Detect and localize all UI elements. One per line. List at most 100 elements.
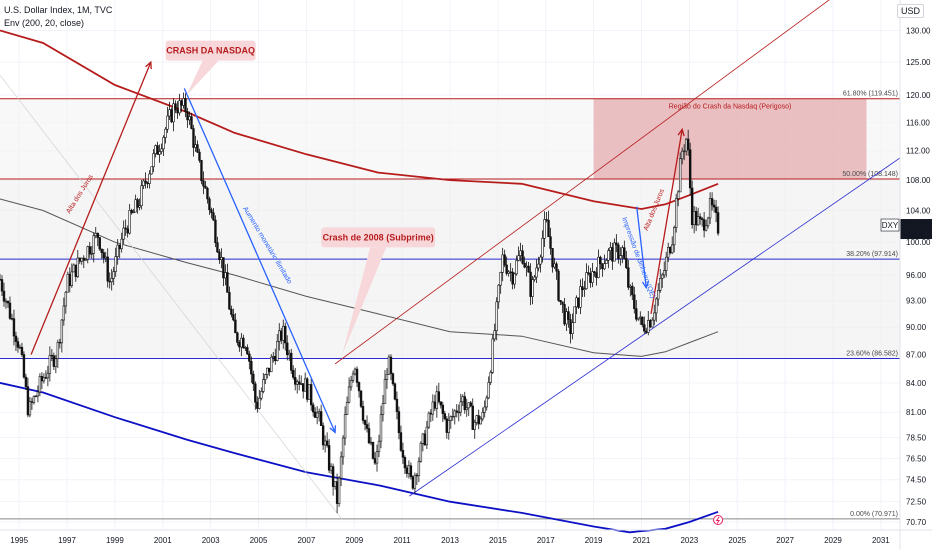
candle-body [162, 137, 165, 150]
candle-body [72, 264, 76, 273]
indicator-legend[interactable]: Env (200, 20, close) [4, 18, 85, 28]
candle-body [128, 210, 131, 234]
candle-body [299, 383, 303, 385]
candle-body [471, 405, 474, 430]
candle-body [327, 445, 331, 471]
candle-body [82, 257, 85, 261]
y-tick-label: 104.00 [906, 207, 931, 216]
candle-body [487, 382, 490, 399]
candle-body [190, 116, 193, 129]
candle-body [96, 232, 99, 238]
candle-body [140, 185, 143, 206]
fib-label: 50.00% (108.148) [842, 171, 898, 178]
candle-body [54, 358, 58, 367]
candle-body [511, 271, 514, 285]
candle-body [631, 285, 634, 296]
candle-body [445, 418, 449, 433]
candle-body [62, 305, 66, 321]
candle-body [661, 274, 664, 279]
candle-body [535, 267, 538, 278]
candle-body [369, 441, 373, 444]
candle-body [529, 271, 532, 297]
candle-body [32, 396, 36, 403]
candle-body [288, 352, 291, 356]
candle-body [16, 341, 20, 348]
danger-zone-label: Região do Crash da Nasdaq (Perigoso) [669, 104, 792, 111]
candle-body [481, 411, 484, 420]
candle-body [102, 252, 105, 259]
arrow-rates-up-2 [650, 129, 683, 314]
candle-body [393, 383, 397, 400]
candle-body [270, 356, 273, 373]
candle-body [473, 422, 476, 430]
candle-body [547, 219, 550, 238]
candle-body [160, 148, 163, 152]
candle-body [305, 378, 309, 400]
candle-body [250, 361, 253, 375]
candle-body [80, 257, 83, 262]
candle-body [441, 404, 445, 414]
candle-body [335, 481, 339, 504]
candle-body [515, 260, 518, 275]
candle-body [425, 426, 429, 446]
candle-body [519, 250, 522, 256]
candle-body [389, 356, 393, 374]
candle-body [585, 272, 588, 289]
candle-body [192, 128, 195, 148]
candle-body [551, 248, 554, 268]
candle-body [377, 440, 381, 452]
candle-body [337, 477, 341, 504]
arrow-qe [636, 206, 647, 288]
candle-body [684, 138, 688, 152]
candle-body [443, 413, 447, 420]
candle-body [451, 415, 454, 418]
candle-body [170, 109, 173, 123]
x-tick-label: 2027 [776, 536, 794, 545]
candle-body [533, 276, 536, 280]
arrow-rates-up-1-head [145, 60, 152, 70]
candle-body [653, 312, 656, 321]
candle-body [541, 238, 544, 258]
candle-body [716, 212, 720, 234]
candle-body [8, 302, 12, 319]
candle-body [698, 216, 702, 219]
candle-body [591, 271, 594, 283]
candle-body [246, 347, 249, 355]
candle-body [294, 377, 297, 385]
candle-body [142, 180, 145, 187]
candle-body [224, 272, 227, 279]
candle-body [188, 116, 191, 121]
candle-body [449, 416, 452, 421]
currency-button[interactable]: USD [896, 4, 924, 18]
candle-body [144, 180, 147, 184]
candle-body [122, 227, 125, 240]
candle-body [507, 271, 510, 274]
candle-body [12, 318, 16, 337]
candle-body [692, 211, 696, 226]
candle-body [108, 280, 111, 283]
candle-body [561, 301, 564, 305]
y-tick-label: 81.00 [906, 408, 927, 417]
y-tick-label: 93.00 [906, 297, 927, 306]
candle-body [619, 255, 622, 259]
candle-body [272, 356, 275, 358]
y-tick-label: 72.50 [906, 498, 927, 507]
candle-body [134, 199, 137, 213]
candle-body [483, 406, 486, 413]
price-badge [900, 219, 932, 240]
candle-body [615, 242, 618, 246]
candle-body [379, 414, 383, 442]
candle-body [347, 386, 351, 403]
candle-body [124, 227, 127, 230]
candle-body [696, 216, 700, 226]
candle-body [78, 257, 81, 262]
candle-body [477, 415, 480, 425]
candle-body [663, 270, 666, 276]
candle-body [44, 377, 48, 379]
candle-body [635, 308, 638, 320]
candle-body [329, 466, 333, 471]
candle-body [313, 411, 317, 418]
candle-body [521, 250, 524, 264]
